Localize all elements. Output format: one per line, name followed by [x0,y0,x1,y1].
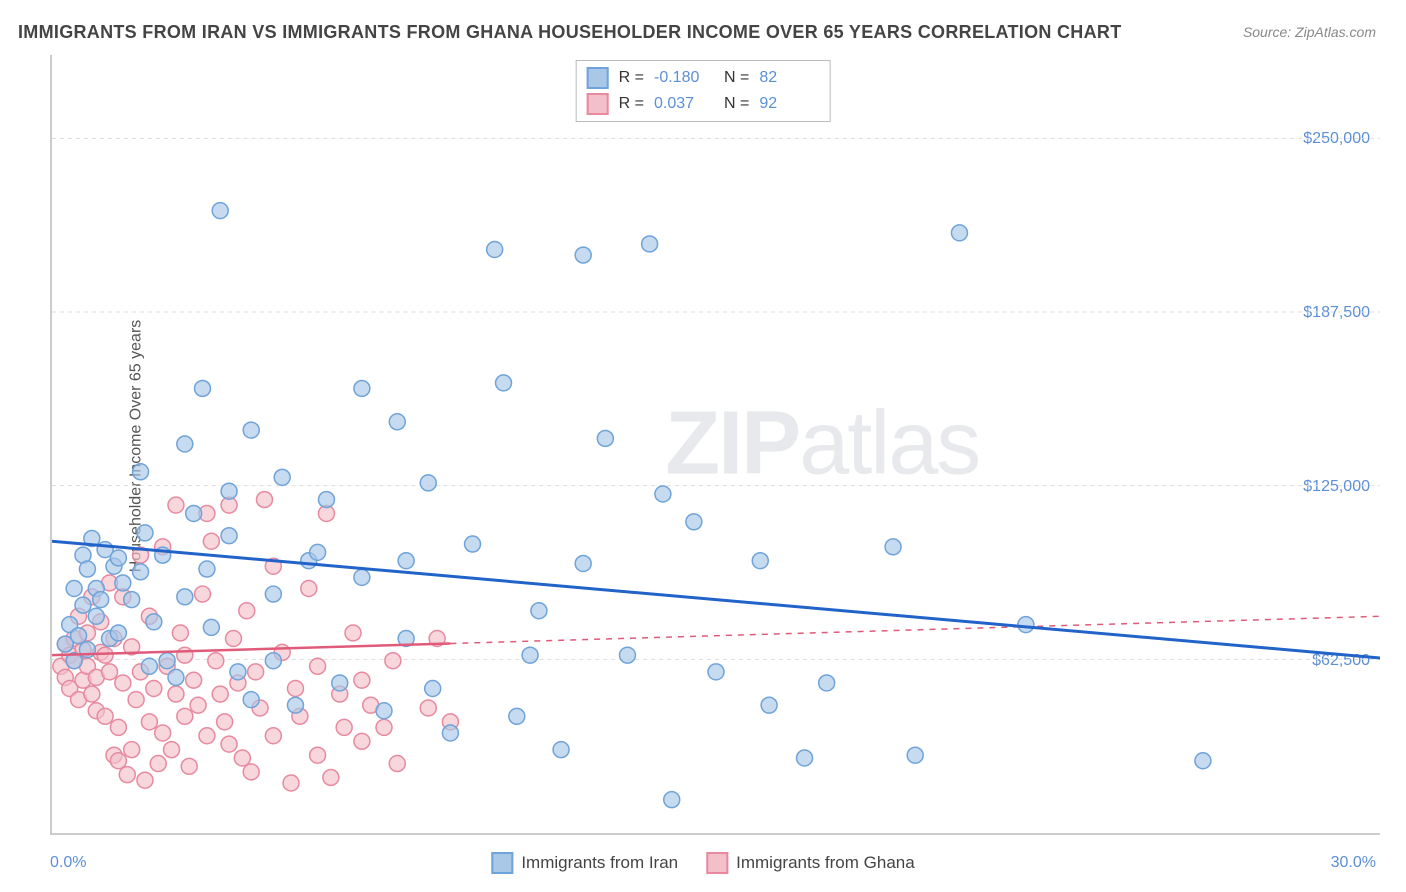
x-tick-left: 0.0% [50,854,86,872]
x-tick-right: 30.0% [1331,854,1376,872]
legend-row-ghana: R = 0.037 N = 92 [587,91,820,117]
r-value-ghana: 0.037 [654,95,714,113]
r-value-iran: -0.180 [654,69,714,87]
legend-item-iran: Immigrants from Iran [491,852,678,874]
swatch-iran [587,67,609,89]
chart-container: IMMIGRANTS FROM IRAN VS IMMIGRANTS FROM … [0,0,1406,892]
legend-item-ghana: Immigrants from Ghana [706,852,915,874]
n-value-ghana: 92 [759,95,819,113]
legend-row-iran: R = -0.180 N = 82 [587,65,820,91]
scatter-plot-svg [52,55,1380,833]
plot-area: ZIPatlas $62,500$125,000$187,500$250,000 [50,55,1380,835]
chart-title: IMMIGRANTS FROM IRAN VS IMMIGRANTS FROM … [18,22,1122,43]
swatch-iran-bottom [491,852,513,874]
swatch-ghana-bottom [706,852,728,874]
correlation-legend: R = -0.180 N = 82 R = 0.037 N = 92 [576,60,831,122]
swatch-ghana [587,93,609,115]
n-value-iran: 82 [759,69,819,87]
series-legend: Immigrants from Iran Immigrants from Gha… [491,852,914,874]
source-attribution: Source: ZipAtlas.com [1243,24,1376,40]
